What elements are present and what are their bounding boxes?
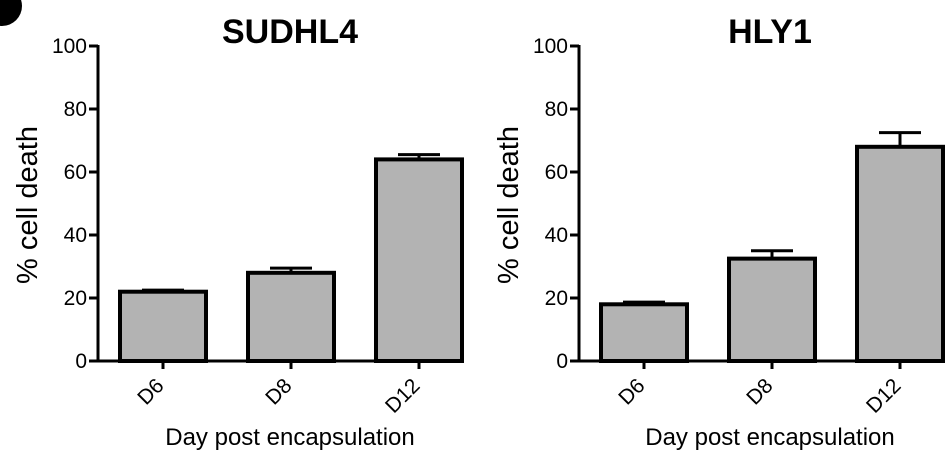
bar	[855, 144, 945, 363]
y-tick-label: 40	[545, 224, 568, 247]
y-tick-label: 40	[64, 224, 87, 247]
category-label: D12	[381, 374, 425, 418]
category-label: D12	[862, 374, 906, 418]
y-axis-label: % cell death	[12, 126, 44, 284]
y-tick-label: 100	[533, 35, 568, 58]
bar	[118, 289, 208, 364]
category-label: D6	[614, 374, 649, 409]
category-label: D6	[133, 374, 168, 409]
y-tick-label: 0	[556, 350, 568, 373]
x-axis-label: Day post encapsulation	[165, 424, 415, 451]
bar	[246, 270, 336, 363]
bar	[727, 256, 817, 363]
category-label: D8	[261, 374, 296, 409]
y-tick-label: 100	[52, 35, 87, 58]
y-tick-label: 60	[64, 161, 87, 184]
y-axis-label: % cell death	[493, 126, 525, 284]
chart-sudhl4: SUDHL4 % cell death Day post encapsulati…	[12, 13, 464, 451]
bar	[599, 302, 689, 363]
chart-hly1: HLY1 % cell death Day post encapsulation…	[493, 13, 945, 451]
bar	[374, 157, 464, 363]
y-tick-label: 60	[545, 161, 568, 184]
y-tick-label: 80	[545, 98, 568, 121]
y-tick-label: 20	[64, 287, 87, 310]
y-tick-label: 0	[75, 350, 87, 373]
panel-label-mark	[0, 0, 22, 26]
y-tick-label: 80	[64, 98, 87, 121]
chart-title: SUDHL4	[222, 13, 358, 51]
y-tick-label: 20	[545, 287, 568, 310]
category-label: D8	[742, 374, 777, 409]
chart-title: HLY1	[728, 13, 812, 51]
x-axis-label: Day post encapsulation	[645, 424, 895, 451]
